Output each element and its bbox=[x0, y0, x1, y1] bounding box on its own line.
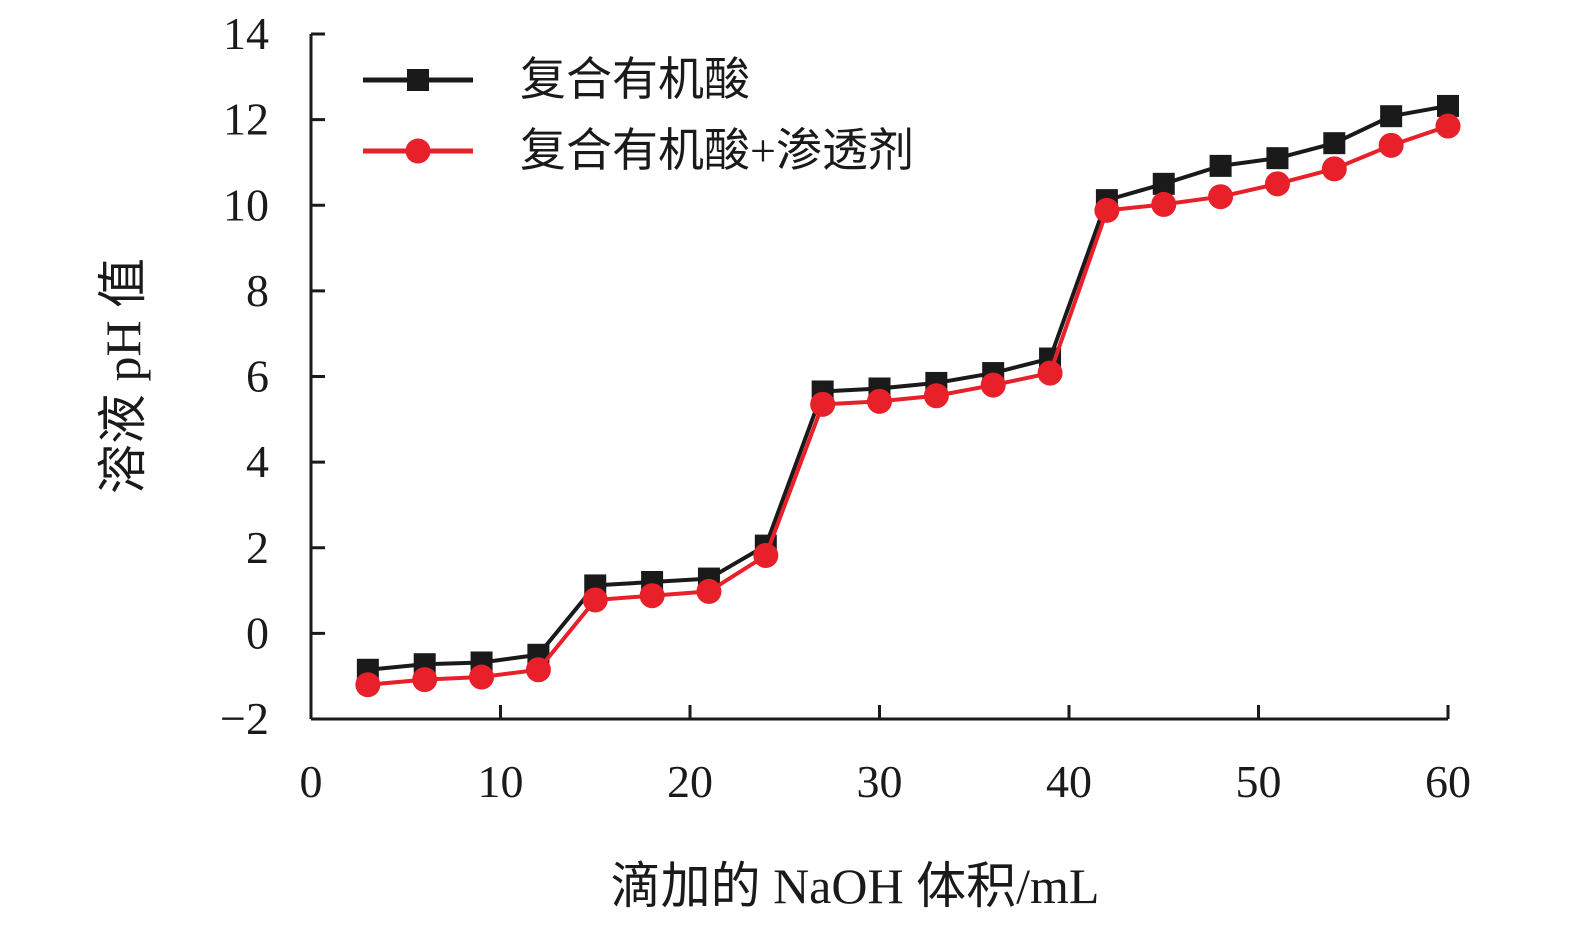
data-point bbox=[1437, 94, 1459, 117]
series-line bbox=[367, 124, 1449, 687]
x-tick-label: 10 bbox=[478, 756, 524, 807]
legend-marker bbox=[405, 138, 431, 164]
y-tick-label: 8 bbox=[246, 265, 269, 316]
legend-label: 复合有机酸 bbox=[520, 54, 750, 105]
y-tick-label: 14 bbox=[223, 8, 269, 59]
x-tick-label: 60 bbox=[1425, 756, 1471, 807]
data-point bbox=[810, 391, 836, 417]
data-point bbox=[1209, 154, 1232, 177]
data-point bbox=[1266, 147, 1289, 170]
data-point bbox=[525, 657, 551, 683]
data-point bbox=[469, 664, 495, 690]
data-point bbox=[1151, 191, 1177, 217]
data-point bbox=[867, 388, 892, 414]
legend-label: 复合有机酸+渗透剂 bbox=[520, 125, 914, 176]
x-tick-label: 40 bbox=[1046, 756, 1092, 807]
y-tick-label: 6 bbox=[246, 351, 269, 402]
data-point bbox=[582, 587, 608, 613]
y-tick-label: 10 bbox=[223, 179, 269, 230]
x-tick-label: 30 bbox=[857, 756, 903, 807]
data-point bbox=[1323, 132, 1346, 155]
y-axis-title: 溶液 pH 值 bbox=[95, 258, 151, 494]
data-point bbox=[753, 542, 779, 568]
y-tick-label: −2 bbox=[220, 693, 269, 744]
axes: −2 0 2 4 6 8 10 12 14 0 10 20 30 40 50 60 bbox=[220, 8, 1471, 807]
data-point bbox=[1435, 113, 1461, 139]
data-point bbox=[1264, 171, 1290, 197]
series-2 bbox=[355, 113, 1461, 698]
y-tick-label: 0 bbox=[246, 607, 269, 658]
data-point bbox=[696, 578, 722, 604]
data-point bbox=[639, 583, 665, 609]
y-tick-label: 2 bbox=[246, 522, 269, 573]
data-point bbox=[1208, 184, 1234, 210]
data-point bbox=[1152, 172, 1175, 195]
x-tick-label: 20 bbox=[667, 756, 713, 807]
data-point bbox=[1378, 132, 1404, 158]
data-point bbox=[1321, 156, 1347, 182]
data-point bbox=[412, 667, 438, 693]
x-tick-label: 0 bbox=[300, 756, 323, 807]
x-axis-title: 滴加的 NaOH 体积/mL bbox=[611, 858, 1100, 914]
legend-marker bbox=[407, 69, 429, 91]
series-1 bbox=[356, 94, 1459, 681]
data-point bbox=[1380, 105, 1403, 128]
y-tick-label: 12 bbox=[223, 94, 269, 145]
data-point bbox=[923, 383, 949, 409]
y-tick-label: 4 bbox=[246, 436, 269, 487]
legend-item-2: 复合有机酸+渗透剂 bbox=[363, 125, 914, 176]
data-point bbox=[1094, 197, 1120, 223]
x-tick-label: 50 bbox=[1236, 756, 1282, 807]
legend-item-1: 复合有机酸 bbox=[363, 54, 750, 105]
data-point bbox=[1037, 360, 1063, 386]
data-point bbox=[980, 372, 1006, 398]
data-point bbox=[355, 672, 381, 698]
series-layer bbox=[355, 94, 1461, 698]
